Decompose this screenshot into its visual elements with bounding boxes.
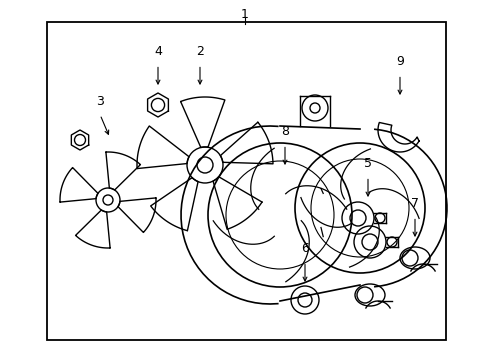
Bar: [47, 22, 445, 340]
Text: 4: 4: [154, 45, 162, 58]
Text: 8: 8: [281, 125, 288, 138]
Text: 3: 3: [96, 95, 104, 108]
Text: 7: 7: [410, 197, 418, 210]
Text: 9: 9: [395, 55, 403, 68]
Text: 1: 1: [241, 8, 248, 21]
Text: 2: 2: [196, 45, 203, 58]
Text: 6: 6: [301, 242, 308, 255]
Text: 5: 5: [363, 157, 371, 170]
